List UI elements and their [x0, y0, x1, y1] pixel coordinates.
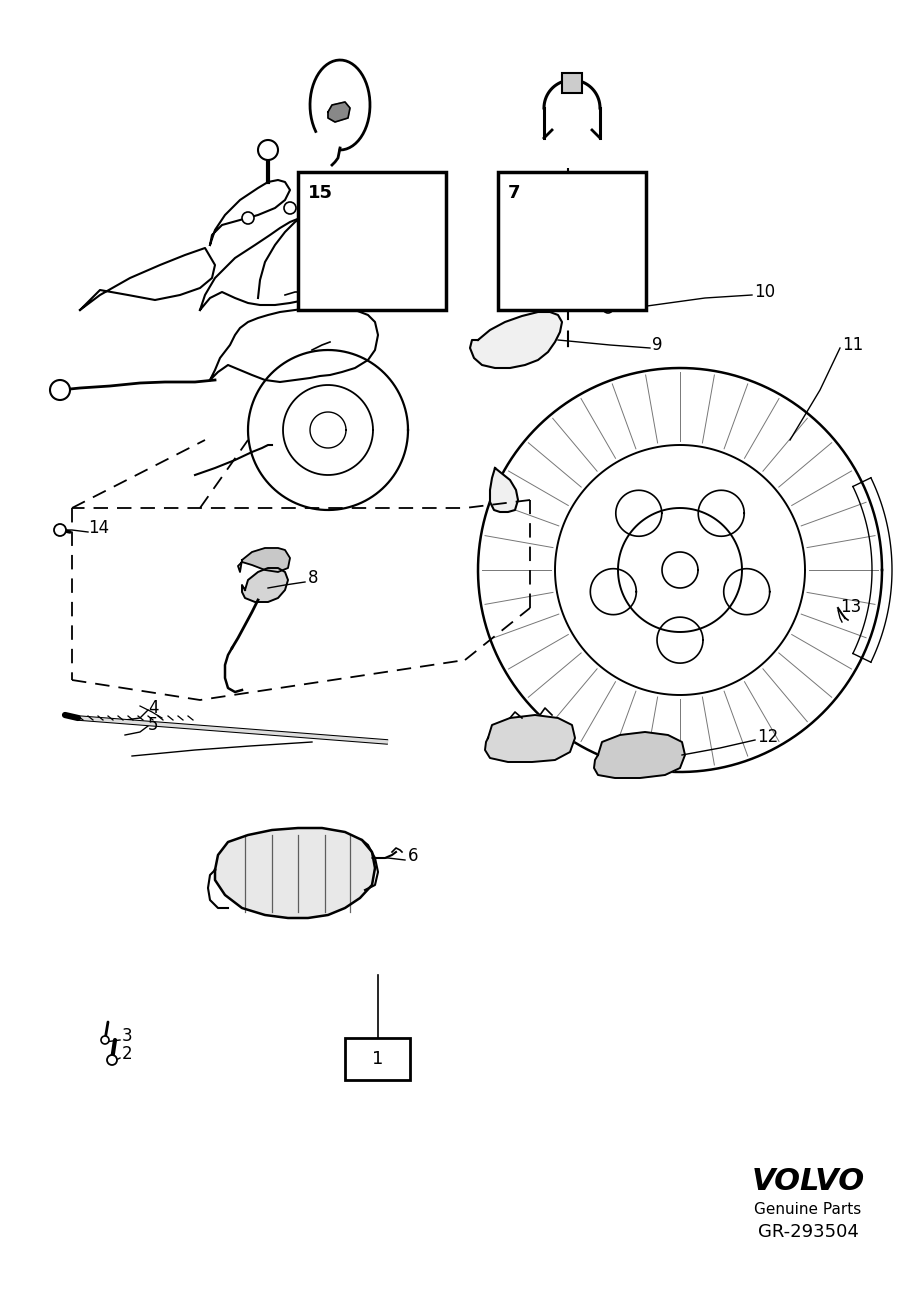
Text: 4: 4: [148, 699, 159, 717]
Text: 2: 2: [122, 1044, 132, 1063]
Text: 8: 8: [308, 569, 319, 587]
Polygon shape: [490, 468, 518, 512]
Text: 5: 5: [148, 716, 159, 734]
Polygon shape: [485, 714, 575, 763]
Text: 15: 15: [308, 184, 333, 203]
Text: 9: 9: [652, 336, 662, 355]
Circle shape: [107, 1055, 117, 1065]
Polygon shape: [328, 103, 350, 122]
Circle shape: [101, 1037, 109, 1044]
Bar: [498, 171, 646, 310]
Text: 1: 1: [371, 1050, 383, 1068]
Text: VOLVO: VOLVO: [751, 1168, 864, 1196]
Circle shape: [603, 303, 613, 313]
Text: 13: 13: [840, 598, 862, 616]
Text: 6: 6: [408, 847, 419, 865]
Polygon shape: [594, 733, 685, 778]
Polygon shape: [215, 827, 375, 918]
Text: 14: 14: [88, 520, 109, 536]
Text: 10: 10: [754, 283, 776, 301]
Polygon shape: [238, 548, 290, 572]
Text: GR-293504: GR-293504: [757, 1222, 859, 1241]
Text: 12: 12: [757, 727, 778, 746]
Bar: [298, 171, 446, 310]
Circle shape: [242, 212, 254, 223]
Polygon shape: [242, 568, 288, 601]
Circle shape: [329, 204, 341, 216]
Circle shape: [284, 203, 296, 214]
Circle shape: [50, 381, 70, 400]
Text: Genuine Parts: Genuine Parts: [755, 1203, 862, 1217]
Text: 11: 11: [842, 336, 863, 355]
Bar: [562, 73, 582, 94]
Polygon shape: [80, 248, 215, 310]
Text: 3: 3: [122, 1028, 132, 1044]
Polygon shape: [200, 210, 365, 310]
Polygon shape: [470, 312, 562, 368]
Text: 7: 7: [508, 184, 521, 203]
Circle shape: [258, 140, 278, 160]
Bar: [345, 1038, 410, 1079]
Circle shape: [54, 523, 66, 536]
